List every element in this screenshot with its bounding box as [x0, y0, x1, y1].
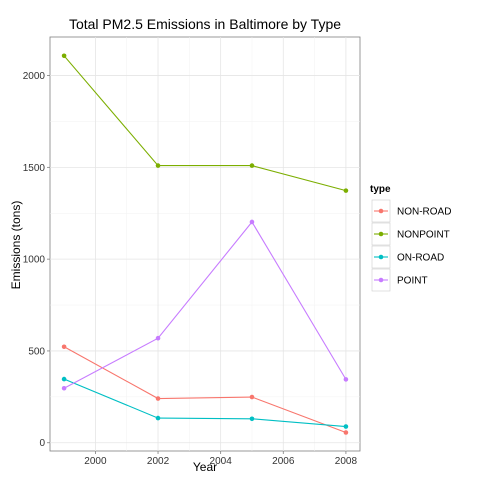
data-point-non-road — [343, 430, 349, 435]
data-point-on-road — [61, 376, 67, 382]
legend-key-point — [378, 231, 384, 237]
x-tick-label: 2006 — [272, 456, 295, 467]
x-tick-label: 2002 — [147, 456, 170, 467]
legend: type NON-ROAD NONPOINT ON-ROAD POINT — [370, 184, 451, 292]
series-line-point — [63, 221, 347, 389]
grid — [50, 37, 360, 451]
legend-item-nonpoint: NONPOINT — [371, 222, 450, 246]
legend-title: type — [370, 184, 391, 195]
data-point-point — [343, 377, 349, 382]
data-point-nonpoint — [155, 163, 161, 168]
chart-title: Total PM2.5 Emissions in Baltimore by Ty… — [69, 16, 341, 32]
data-point-non-road — [61, 344, 67, 350]
x-axis: 2000 2002 2004 2006 2008 — [84, 451, 357, 467]
series-non-road — [61, 344, 349, 435]
y-tick-label: 500 — [28, 346, 45, 357]
x-tick-label: 2000 — [84, 456, 107, 467]
legend-key-point — [378, 208, 384, 214]
y-tick-label: 1500 — [23, 163, 46, 174]
data-point-on-road — [249, 416, 255, 422]
series-nonpoint — [61, 53, 349, 193]
data-point-nonpoint — [61, 53, 67, 59]
series-line-on-road — [63, 378, 346, 428]
series-point — [61, 219, 349, 391]
plot-panel — [49, 36, 361, 452]
legend-label: NONPOINT — [397, 230, 450, 241]
y-axis: 0 500 1000 1500 2000 — [23, 71, 50, 449]
legend-label: POINT — [397, 276, 428, 287]
legend-label: ON-ROAD — [397, 253, 444, 264]
legend-key-point — [378, 277, 384, 283]
y-axis-title: Emissions (tons) — [9, 201, 23, 290]
series-layer — [61, 53, 349, 435]
legend-item-on-road: ON-ROAD — [371, 245, 444, 269]
x-tick-label: 2004 — [210, 456, 233, 467]
y-tick-label: 0 — [39, 438, 45, 449]
y-tick-label: 1000 — [23, 255, 46, 266]
legend-item-point: POINT — [371, 268, 428, 292]
data-point-nonpoint — [249, 163, 255, 168]
data-point-on-road — [155, 415, 161, 421]
data-point-on-road — [343, 424, 349, 429]
legend-key-point — [378, 254, 384, 260]
data-point-point — [61, 385, 67, 391]
data-point-non-road — [249, 394, 255, 400]
legend-item-non-road: NON-ROAD — [371, 199, 451, 223]
series-line-nonpoint — [63, 55, 347, 192]
data-point-nonpoint — [343, 188, 349, 193]
data-point-point — [155, 335, 161, 341]
data-point-point — [249, 219, 255, 225]
data-point-non-road — [155, 396, 161, 401]
legend-label: NON-ROAD — [397, 207, 451, 218]
x-tick-label: 2008 — [335, 456, 358, 467]
x-axis-title: Year — [193, 460, 217, 474]
series-on-road — [61, 376, 349, 429]
series-line-non-road — [63, 346, 347, 434]
y-tick-label: 2000 — [23, 71, 46, 82]
